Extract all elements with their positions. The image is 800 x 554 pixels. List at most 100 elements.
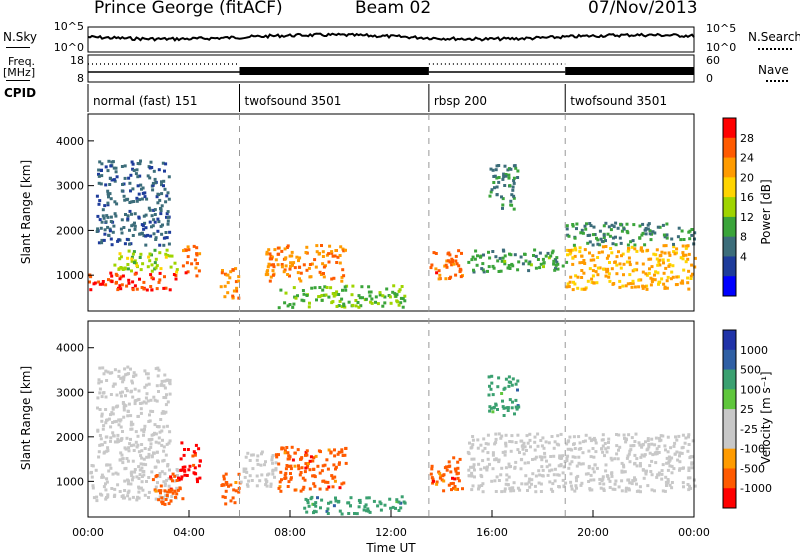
heatmap-cell-r9-217 <box>675 450 679 454</box>
heatmap-cell-r9-397 <box>533 484 537 488</box>
heatmap-cell-r5-46 <box>244 467 248 471</box>
heatmap-cell-r9-386 <box>516 433 520 437</box>
heatmap-cell-r10-209 <box>685 245 689 249</box>
heatmap-cell-r9-351 <box>628 449 632 453</box>
heatmap-cell-r5-47 <box>283 268 287 272</box>
heatmap-cell-r2-16 <box>198 459 202 463</box>
heatmap-cell-r9-105 <box>650 473 654 477</box>
heatmap-cell-r1-238 <box>97 378 101 382</box>
heatmap-cell-r9-16 <box>647 445 651 449</box>
heatmap-cell-r11-81 <box>676 235 680 239</box>
heatmap-cell-r11-97 <box>565 224 569 228</box>
heatmap-cell-r9-366 <box>513 466 517 470</box>
heatmap-cell-r9-337 <box>505 473 509 477</box>
heatmap-cell-r10-168 <box>628 263 632 267</box>
heatmap-cell-r9-129 <box>470 488 474 492</box>
heatmap-cell-r8-24 <box>506 266 510 270</box>
heatmap-cell-r0-27 <box>119 275 123 279</box>
heatmap-cell-r3-120 <box>149 160 153 164</box>
heatmap-cell-r9-13 <box>669 446 673 450</box>
heatmap-cell-r9-177 <box>563 460 567 463</box>
heatmap-cell-r1-274 <box>101 391 105 395</box>
heatmap-cell-r3-20 <box>133 227 137 231</box>
heatmap-cell-r1-239 <box>121 401 125 405</box>
heatmap-cell-r10-47 <box>492 406 496 410</box>
heatmap-cell-r9-152 <box>647 442 651 446</box>
heatmap-cell-r3-68 <box>131 167 135 171</box>
heatmap-cell-r5-19 <box>270 458 274 462</box>
heatmap-cell-r1-230 <box>115 393 119 397</box>
heatmap-cell-r1-58 <box>149 409 153 413</box>
heatmap-cell-r3-169 <box>148 208 152 212</box>
heatmap-cell-r6-29 <box>293 464 297 468</box>
heatmap-cell-r7-17 <box>444 263 448 267</box>
heatmap-cell-r7-18 <box>445 259 449 263</box>
heatmap-cell-r9-475 <box>625 456 629 460</box>
nsky-series-line <box>87 32 695 42</box>
heatmap-cell-r1-40 <box>101 366 105 370</box>
heatmap-cell-r5-83 <box>342 249 346 253</box>
heatmap-cell-r8-65 <box>475 263 479 267</box>
heatmap-cell-r6-96 <box>324 293 328 297</box>
heatmap-cell-r1-154 <box>160 379 164 383</box>
heatmap-cell-r6-102 <box>397 303 401 307</box>
heatmap-cell-r9-370 <box>687 488 691 492</box>
heatmap-cell-r6-51 <box>403 299 407 303</box>
heatmap-cell-r1-47 <box>127 249 131 253</box>
heatmap-cell-r9-272 <box>641 443 645 447</box>
heatmap-cell-r2-30 <box>183 473 187 477</box>
heatmap-cell-r5-12 <box>338 261 342 265</box>
heatmap-cell-r6-94 <box>367 290 371 294</box>
heatmap-cell-r1-240 <box>168 382 172 386</box>
heatmap-cell-r10-166 <box>670 270 674 274</box>
heatmap-cell-r5-109 <box>328 244 332 248</box>
heatmap-cell-r9-278 <box>589 439 593 443</box>
heatmap-cell-r6-29 <box>292 302 296 306</box>
heatmap-cell-r9-35 <box>677 434 681 438</box>
heatmap-cell-r3-35 <box>170 488 174 492</box>
heatmap-cell-r8-39 <box>551 249 555 253</box>
heatmap-cell-r5-106 <box>330 277 334 281</box>
power-colorbar-swatch-4 <box>723 197 736 218</box>
heatmap-cell-r11-44 <box>648 232 652 236</box>
heatmap-cell-r10-41 <box>507 384 511 388</box>
heatmap-cell-r7-57 <box>397 509 401 512</box>
heatmap-cell-r9-302 <box>649 470 653 473</box>
heatmap-cell-r5-8 <box>242 469 246 473</box>
heatmap-cell-r9-298 <box>584 433 588 437</box>
heatmap-cell-r1-170 <box>124 447 128 451</box>
heatmap-cell-r9-35 <box>488 194 492 198</box>
heatmap-cell-r6-72 <box>305 294 309 297</box>
heatmap-cell-r11-16 <box>665 233 669 237</box>
heatmap-cell-r5-9 <box>340 279 344 283</box>
heatmap-cell-r10-33 <box>676 275 680 279</box>
heatmap-cell-r9-254 <box>682 485 685 489</box>
heatmap-cell-r9-7 <box>493 186 496 190</box>
heatmap-cell-r8-25 <box>467 260 471 264</box>
heatmap-cell-r3-30 <box>176 488 180 492</box>
heatmap-cell-r10-25 <box>641 270 645 274</box>
heatmap-cell-r3-46 <box>134 172 138 176</box>
heatmap-cell-r9-81 <box>528 477 532 481</box>
heatmap-cell-r5-96 <box>338 254 342 257</box>
heatmap-cell-r3-148 <box>162 243 166 247</box>
heatmap-cell-r1-128 <box>163 373 167 377</box>
heatmap-cell-r1-279 <box>98 443 102 447</box>
heatmap-cell-r0-116 <box>130 478 134 482</box>
heatmap-cell-r1-191 <box>148 438 152 442</box>
heatmap-cell-r9-138 <box>693 484 697 488</box>
heatmap-cell-r8-11 <box>491 264 495 268</box>
heatmap-cell-r9-385 <box>497 432 501 436</box>
heatmap-cell-r10-51 <box>686 276 690 280</box>
heatmap-cell-r0-43 <box>121 274 125 278</box>
heatmap-cell-r0-27 <box>147 476 151 479</box>
heatmap-cell-r9-70 <box>639 464 642 468</box>
heatmap-cell-r2-14 <box>192 463 196 467</box>
heatmap-cell-r0-46 <box>127 281 131 285</box>
heatmap-cell-r9-182 <box>503 450 507 454</box>
heatmap-cell-r0-32 <box>149 285 153 288</box>
heatmap-cell-r10-25 <box>505 406 509 410</box>
cpid-program-label-3: twofsound 3501 <box>570 94 667 108</box>
heatmap-cell-r10-16 <box>627 256 631 260</box>
heatmap-cell-r6-108 <box>334 293 337 297</box>
